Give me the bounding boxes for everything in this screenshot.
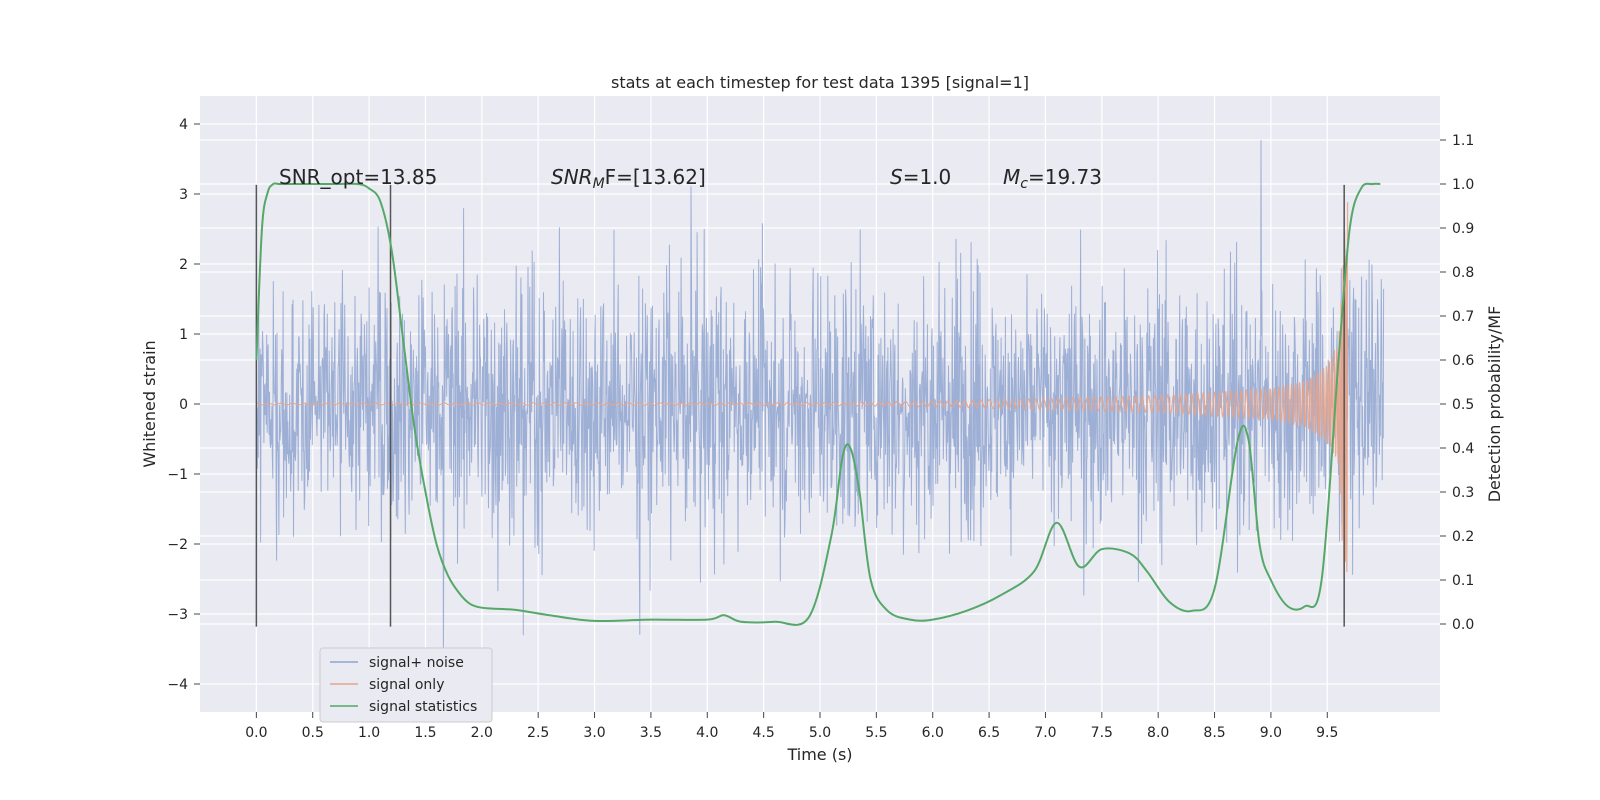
x-tick-label: 6.0 xyxy=(922,725,944,741)
y-right-tick-label: 0.2 xyxy=(1452,529,1474,545)
x-tick-label: 3.0 xyxy=(583,725,605,741)
y-right-tick-label: 0.6 xyxy=(1452,353,1474,369)
x-tick-label: 9.0 xyxy=(1260,725,1282,741)
x-axis-label: Time (s) xyxy=(786,745,852,764)
annotation-s: S=1.0 xyxy=(890,165,951,189)
annotation-mc-rest: =19.73 xyxy=(1028,165,1102,189)
annotation-s-italic: S xyxy=(890,165,903,189)
y-right-tick-label: 0.5 xyxy=(1452,397,1474,413)
x-tick-label: 0.5 xyxy=(302,725,324,741)
y-right-tick-labels: 1.1 1.0 0.9 0.8 0.7 0.6 0.5 0.4 0.3 0.2 0.1 0.0 xyxy=(1440,133,1474,633)
y-tick-label: 2 xyxy=(179,257,188,273)
y-right-tick-label: 0.7 xyxy=(1452,309,1474,325)
annotation-mc-base: M xyxy=(1003,165,1020,189)
legend-label-stats: signal statistics xyxy=(369,699,477,715)
legend-label-noise: signal+ noise xyxy=(369,655,464,671)
x-tick-label: 5.5 xyxy=(865,725,887,741)
y-tick-label: −1 xyxy=(167,467,188,483)
y-right-tick-label: 1.1 xyxy=(1452,133,1474,149)
annotation-snr-mf: SNRMF=[13.62] xyxy=(551,165,706,192)
annotation-mc: Mc=19.73 xyxy=(1003,165,1102,192)
legend-label-signal: signal only xyxy=(369,677,444,693)
annotation-snr-opt: SNR_opt=13.85 xyxy=(279,165,437,189)
y-tick-label: 4 xyxy=(179,117,188,133)
vertical-markers xyxy=(255,184,1345,627)
x-tick-label: 2.5 xyxy=(527,725,549,741)
x-tick-label: 7.5 xyxy=(1091,725,1113,741)
series-signal-noise xyxy=(255,139,1385,654)
y-right-tick-label: 0.9 xyxy=(1452,221,1474,237)
x-tick-label: 3.5 xyxy=(640,725,662,741)
y-tick-label: −4 xyxy=(167,677,188,693)
y-right-tick-label: 0.0 xyxy=(1452,617,1474,633)
series-signal-only xyxy=(256,202,1349,579)
legend: signal+ noise signal only signal statist… xyxy=(319,647,493,723)
annotation-mc-sub: c xyxy=(1020,176,1028,192)
annotation-snr-mf-base: SNR xyxy=(551,165,593,189)
x-tick-label: 0.0 xyxy=(245,725,267,741)
x-tick-label: 9.5 xyxy=(1316,725,1338,741)
y-tick-label: −3 xyxy=(167,607,188,623)
y-tick-label: 3 xyxy=(179,187,188,203)
x-tick-label: 7.0 xyxy=(1034,725,1056,741)
y-right-tick-label: 0.1 xyxy=(1452,573,1474,589)
series-line-signal-statistics xyxy=(255,182,1381,626)
annotation-s-rest: =1.0 xyxy=(903,165,952,189)
x-tick-label: 6.5 xyxy=(978,725,1000,741)
y-tick-labels: 4 3 2 1 0 −1 −2 −3 −4 xyxy=(167,117,200,693)
legend-box xyxy=(319,647,493,723)
y-right-tick-label: 0.4 xyxy=(1452,441,1474,457)
series-line-signal-noise xyxy=(255,139,1385,654)
series-signal-statistics xyxy=(255,182,1381,626)
x-tick-label: 5.0 xyxy=(809,725,831,741)
x-tick-label: 8.0 xyxy=(1147,725,1169,741)
annotation-snr-mf-sub: M xyxy=(593,176,605,192)
y-right-axis-label: Detection probability/MF xyxy=(1485,306,1504,503)
y-right-tick-label: 1.0 xyxy=(1452,177,1474,193)
x-tick-label: 1.0 xyxy=(358,725,380,741)
x-tick-label: 2.0 xyxy=(471,725,493,741)
series-line-signal-only xyxy=(256,202,1349,579)
y-tick-label: 0 xyxy=(179,397,188,413)
x-tick-label: 8.5 xyxy=(1203,725,1225,741)
y-tick-label: 1 xyxy=(179,327,188,343)
y-right-tick-label: 0.8 xyxy=(1452,265,1474,281)
x-tick-labels: 0.0 0.5 1.0 1.5 2.0 2.5 3.0 3.5 4.0 4.5 5.0 5.5 6.0 6… xyxy=(245,712,1338,741)
y-tick-label: −2 xyxy=(167,537,188,553)
x-tick-label: 1.5 xyxy=(414,725,436,741)
x-tick-label: 4.5 xyxy=(753,725,775,741)
chart-title: stats at each timestep for test data 139… xyxy=(611,73,1029,92)
x-tick-label: 4.0 xyxy=(696,725,718,741)
y-right-tick-label: 0.3 xyxy=(1452,485,1474,501)
y-axis-label: Whitened strain xyxy=(140,340,159,467)
annotation-snr-mf-rest: F=[13.62] xyxy=(605,165,706,189)
